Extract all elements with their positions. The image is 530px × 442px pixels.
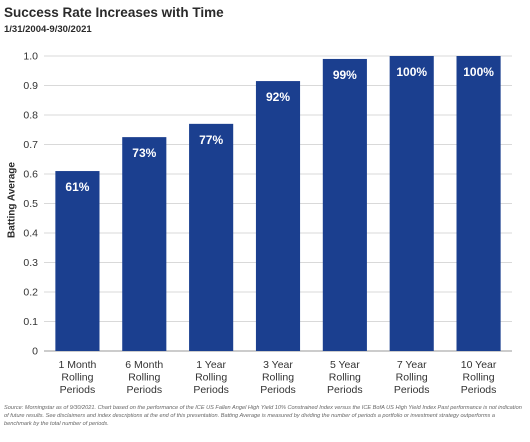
y-tick-label: 0.3 xyxy=(23,257,38,269)
bars xyxy=(55,56,501,351)
source-footnote: Source: Morningstar as of 9/30/2021. Cha… xyxy=(4,405,522,428)
bar xyxy=(389,56,434,351)
chart-title: Success Rate Increases with Time xyxy=(4,5,224,20)
chart-subtitle: 1/31/2004-9/30/2021 xyxy=(4,24,92,35)
x-tick-label: 10 Year Rolling Periods xyxy=(461,359,497,396)
bar-data-label: 73% xyxy=(132,146,156,160)
y-tick-label: 0.9 xyxy=(23,80,38,92)
y-tick-label: 0.4 xyxy=(23,228,38,240)
bar xyxy=(255,81,301,351)
y-tick-label: 0.5 xyxy=(23,198,38,210)
bar-data-label: 99% xyxy=(333,68,357,82)
y-tick-label: 0.1 xyxy=(23,316,38,328)
bar xyxy=(122,137,167,351)
y-tick-label: 0.8 xyxy=(23,110,38,122)
bar-data-label: 100% xyxy=(396,65,427,79)
x-tick-labels: 1 Month Rolling Periods 6 Month Rolling Perio… xyxy=(58,359,496,396)
bar-data-label: 61% xyxy=(65,180,89,194)
bar xyxy=(322,58,367,351)
x-tick-label: 5 Year Rolling Periods xyxy=(327,359,363,396)
y-tick-label: 1.0 xyxy=(23,51,38,63)
x-tick-label: 1 Month Rolling Periods xyxy=(58,359,96,396)
bar-data-label: 92% xyxy=(266,90,290,104)
y-tick-label: 0 xyxy=(32,346,38,358)
x-tick-label: 1 Year Rolling Periods xyxy=(193,359,229,396)
x-tick-label: 6 Month Rolling Periods xyxy=(125,359,163,396)
y-tick-labels: 0 0.1 0.2 0.3 0.4 0.5 0.6 0.7 0.8 0.9 1.0 xyxy=(23,51,38,358)
y-tick-label: 0.2 xyxy=(23,287,38,299)
x-tick-label: 3 Year Rolling Periods xyxy=(260,359,296,396)
x-tick-label: 7 Year Rolling Periods xyxy=(394,359,430,396)
data-labels: 61% 73% 77% 92% 99% 100% 100% xyxy=(65,65,494,194)
y-tick-label: 0.6 xyxy=(23,169,38,181)
bar-data-label: 100% xyxy=(463,65,494,79)
bar xyxy=(55,171,100,351)
bar xyxy=(189,123,234,351)
bar xyxy=(456,56,501,351)
y-tick-label: 0.7 xyxy=(23,139,38,151)
bar-data-label: 77% xyxy=(199,133,223,147)
